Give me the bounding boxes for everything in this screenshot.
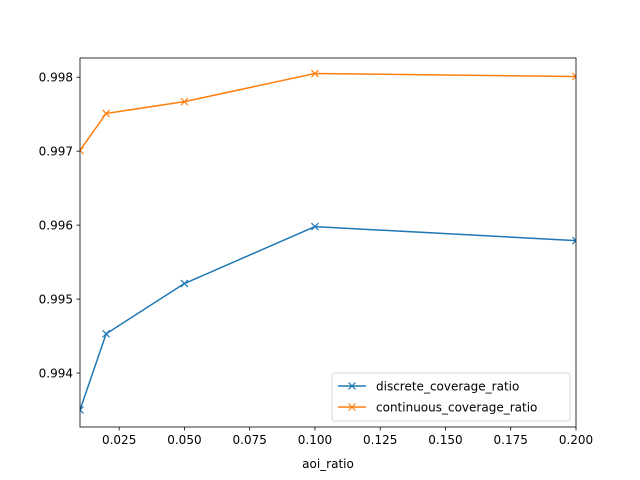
series-continuous-coverage-ratio [80,69,576,155]
legend: discrete_coverage_ratio continuous_covera… [331,372,571,422]
x-tick-label: 0.075 [233,433,267,447]
legend-box [331,372,571,422]
x-tick-label: 0.125 [363,433,397,447]
x-tick-label: 0.050 [167,433,201,447]
y-tick-label: 0.997 [39,145,73,159]
y-tick-label: 0.996 [39,219,73,233]
x-axis: 0.025 0.050 0.075 0.100 0.125 0.150 0.175 0.200 [102,427,593,447]
y-axis: 0.994 0.995 0.996 0.997 0.998 [39,71,80,381]
series-line [80,72,576,151]
x-tick-label: 0.175 [494,433,528,447]
x-tick-label: 0.100 [298,433,332,447]
data-point [572,236,576,245]
x-tick-label: 0.150 [428,433,462,447]
y-tick-label: 0.995 [39,293,73,307]
legend-item: continuous_coverage_ratio [338,401,537,415]
plot-content [80,69,576,414]
data-point [311,222,319,231]
data-point [102,109,111,118]
y-tick-label: 0.998 [39,71,73,85]
data-point [180,279,189,288]
data-point [80,406,84,414]
x-tick-label: 0.025 [102,433,136,447]
x-tick-label: 0.200 [559,433,593,447]
y-tick-label: 0.994 [39,367,73,381]
legend-marker [348,403,356,411]
legend-label: discrete_coverage_ratio [376,380,519,394]
data-point [80,146,84,155]
legend-marker [348,382,356,390]
data-point [102,329,111,338]
legend-item: discrete_coverage_ratio [338,380,519,394]
data-point [180,97,189,106]
series-discrete-coverage-ratio [80,222,576,414]
data-point [311,69,319,78]
legend-label: continuous_coverage_ratio [376,401,537,415]
axes-frame [79,57,577,428]
x-axis-label: aoi_ratio [302,457,354,471]
data-point [572,72,576,81]
